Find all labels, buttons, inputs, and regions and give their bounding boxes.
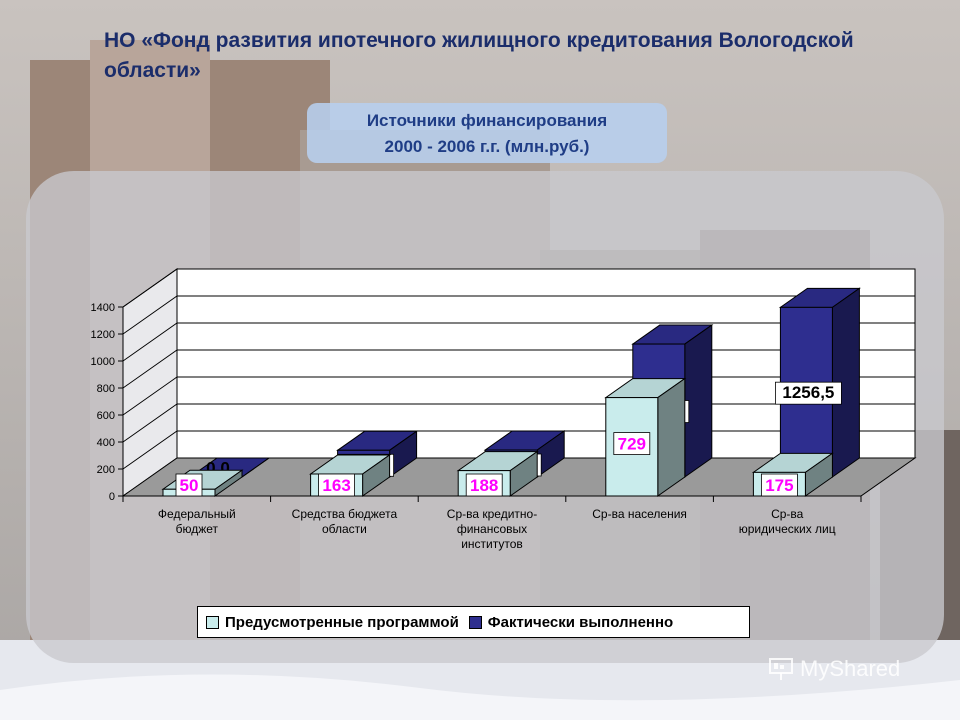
gridline [122, 268, 915, 308]
data-label-planned: 188 [470, 476, 498, 495]
data-label-planned-box [613, 432, 651, 455]
data-label-planned-box [465, 473, 503, 497]
legend-label-actual: Фактически выполненно [487, 613, 674, 631]
data-label-planned-box [318, 473, 356, 497]
y-tick-label: 600 [97, 410, 115, 422]
x-category-label: Федеральный бюджет [158, 507, 236, 536]
legend-item-actual: Фактически выполненно [468, 613, 674, 631]
data-label-planned: 175 [765, 476, 793, 495]
y-tick-label: 1400 [91, 302, 115, 314]
chart-legend: Предусмотренные программой Фактически вы… [197, 606, 750, 638]
legend-swatch-planned [206, 615, 219, 629]
data-label-planned: 50 [180, 476, 199, 495]
bar-actual-side [241, 457, 270, 478]
subtitle-line-2: 2000 - 2006 г.г. (млн.руб.) [384, 137, 590, 156]
y-tick-label: 0 [109, 491, 115, 503]
presentation-board-icon [769, 658, 793, 680]
legend-swatch-actual [468, 615, 482, 629]
y-tick-label: 1200 [91, 329, 115, 341]
data-label-planned: 163 [322, 476, 350, 495]
data-label-planned-box [761, 473, 798, 497]
data-label-actual-box [775, 381, 842, 405]
x-category-label: Ср-ва кредитно-финансовых институтов [447, 507, 537, 551]
legend-item-planned: Предусмотренные программой [206, 614, 459, 631]
x-category-label: Ср-ва юридических лиц [739, 507, 836, 536]
chart-subtitle-box: Источники финансирования 2000 - 2006 г.г… [307, 103, 667, 163]
y-tick-label: 200 [97, 464, 115, 476]
legend-label-planned: Предусмотренные программой [225, 613, 459, 631]
gridline [122, 295, 915, 335]
data-label-planned-box [175, 473, 203, 497]
page-title: НО «Фонд развития ипотечного жилищного к… [104, 29, 854, 82]
watermark-logo: MyShared [768, 656, 900, 682]
y-tick-label: 800 [97, 383, 115, 395]
y-tick-label: 1000 [91, 356, 115, 368]
watermark-text: MyShared [800, 656, 901, 681]
data-label-actual: 1256,5 [782, 383, 834, 402]
subtitle-line-1: Источники финансирования [366, 111, 608, 130]
x-category-label: Средства бюджета области [292, 507, 398, 536]
gridline [122, 322, 915, 362]
y-tick-label: 400 [97, 437, 115, 449]
data-label-planned: 729 [618, 435, 646, 454]
x-category-label: Ср-ва населения [592, 507, 687, 521]
bar-planned-side [657, 377, 686, 497]
